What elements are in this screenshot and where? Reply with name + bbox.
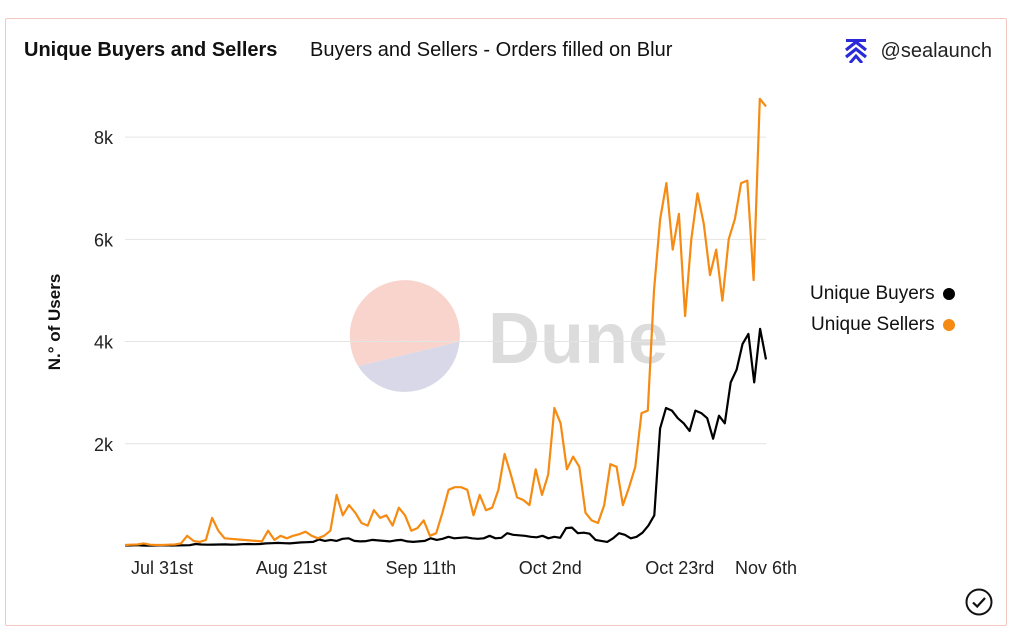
y-tick-label: 4k (94, 333, 114, 353)
x-axis: Jul 31st Aug 21st Sep 11th Oct 2nd Oct 23rd N… (131, 558, 797, 578)
y-tick-label: 6k (94, 230, 114, 250)
chart-title: Unique Buyers and Sellers (24, 39, 278, 61)
y-tick-label: 2k (94, 435, 114, 455)
legend-label-buyers: Unique Buyers (810, 282, 935, 304)
x-tick-label: Jul 31st (131, 558, 193, 578)
legend-dot-buyers (942, 287, 955, 300)
y-axis: 2k 4k 6k 8k (94, 128, 114, 455)
legend-dot-sellers (942, 318, 955, 331)
series-line-buyers[interactable] (124, 327, 768, 547)
y-tick-label: 8k (94, 128, 114, 148)
verified-check-icon[interactable] (964, 587, 994, 617)
legend-item-sellers[interactable]: Unique Sellers (810, 309, 955, 340)
chart-card: Unique Buyers and Sellers Buyers and Sel… (5, 18, 1007, 626)
grid (125, 136, 766, 445)
x-tick-label: Oct 2nd (519, 558, 582, 578)
brand[interactable]: @sealaunch (844, 39, 992, 63)
dune-watermark: Dune (349, 280, 668, 392)
brand-handle: @sealaunch (880, 39, 992, 62)
series-line-sellers[interactable] (124, 97, 767, 547)
x-tick-label: Nov 6th (735, 558, 797, 578)
y-axis-label: N.° of Users (45, 274, 64, 371)
dune-watermark-text: Dune (488, 299, 668, 379)
dune-logo-top-icon (349, 280, 460, 342)
x-tick-label: Sep 11th (385, 558, 456, 578)
sealaunch-logo-icon (844, 39, 867, 63)
x-tick-label: Oct 23rd (645, 558, 714, 578)
chart-subtitle: Buyers and Sellers - Orders filled on Bl… (310, 39, 673, 61)
legend: Unique Buyers Unique Sellers (810, 278, 955, 340)
series-lines (124, 97, 768, 547)
legend-item-buyers[interactable]: Unique Buyers (810, 278, 955, 309)
dune-logo-bottom-icon (358, 341, 460, 392)
x-tick-label: Aug 21st (256, 558, 327, 578)
legend-label-sellers: Unique Sellers (811, 313, 935, 335)
